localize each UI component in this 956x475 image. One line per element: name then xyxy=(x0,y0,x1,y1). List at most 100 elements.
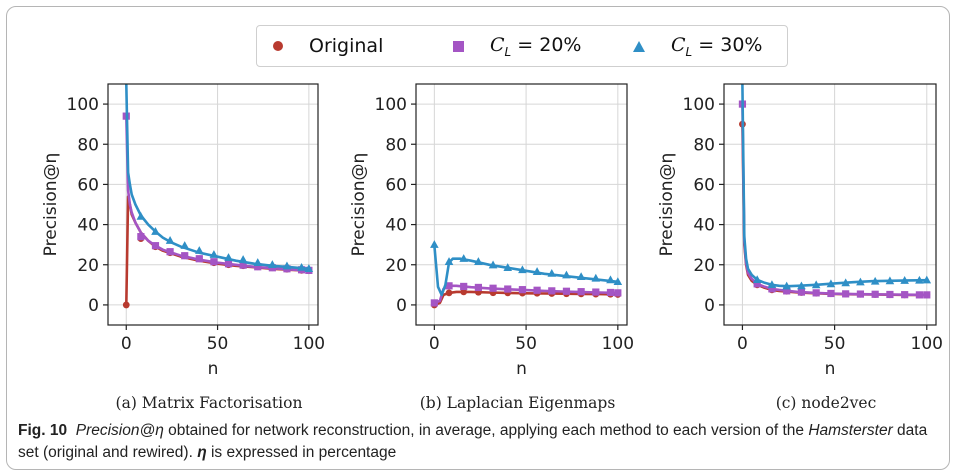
legend-marker-triangle xyxy=(633,40,645,52)
data-point-square xyxy=(753,280,761,288)
caption-dataset: Hamsterster xyxy=(808,422,893,439)
data-point-triangle xyxy=(151,227,160,235)
data-point-triangle xyxy=(752,275,762,284)
y-tick-label: 20 xyxy=(77,256,99,276)
data-point-triangle xyxy=(474,257,483,265)
data-point-square xyxy=(460,282,468,291)
data-point-triangle xyxy=(826,279,836,288)
figure-caption: Fig. 10 Precision@η obtained for network… xyxy=(18,420,938,464)
y-axis-label: Precision@η xyxy=(657,153,677,257)
caption-eta: η xyxy=(197,444,207,461)
x-tick-label: 0 xyxy=(429,334,440,354)
data-point-triangle xyxy=(811,280,821,289)
data-point-triangle xyxy=(444,257,454,265)
axes-frame xyxy=(107,83,319,326)
data-point-square xyxy=(915,291,924,299)
data-point-triangle xyxy=(856,277,865,286)
data-point-circle xyxy=(122,301,130,309)
data-point-square xyxy=(166,248,174,256)
data-point-triangle xyxy=(503,263,513,271)
y-tick-label: 0 xyxy=(704,296,715,316)
data-point-triangle xyxy=(488,260,498,269)
subplot-3: 0 20 40 60 80 100 0 50 100 n Precision@η (c) node2v… xyxy=(657,83,943,412)
x-axis-label: n xyxy=(208,359,219,379)
x-axis-label: n xyxy=(516,359,527,379)
series-group xyxy=(430,240,623,309)
caption-text-1: obtained for network reconstruction, in … xyxy=(163,422,809,439)
data-point-triangle xyxy=(518,265,527,274)
data-point-square xyxy=(430,299,438,307)
series-group xyxy=(122,84,314,309)
data-point-square xyxy=(901,291,909,299)
data-point-triangle xyxy=(547,268,557,277)
y-tick-label: 100 xyxy=(67,95,99,115)
y-tick-label: 0 xyxy=(396,296,407,316)
y-tick-label: 20 xyxy=(693,256,715,276)
data-point-square xyxy=(923,291,931,299)
legend-label-cl30: CL = 30% xyxy=(671,33,763,59)
data-point-triangle xyxy=(304,264,314,272)
data-point-square xyxy=(254,263,262,271)
data-point-square xyxy=(562,287,571,295)
data-point-square xyxy=(797,288,806,296)
data-point-square xyxy=(518,286,527,294)
data-point-square xyxy=(886,290,894,299)
data-point-square xyxy=(783,287,791,295)
data-point-triangle xyxy=(782,281,791,290)
axes-frame xyxy=(415,83,628,326)
data-point-triangle xyxy=(136,211,146,220)
data-point-triangle xyxy=(885,276,895,285)
data-point-square xyxy=(224,260,233,268)
data-point-triangle xyxy=(268,260,277,268)
data-point-triangle xyxy=(841,278,850,287)
data-point-triangle xyxy=(532,267,542,275)
y-tick-label: 60 xyxy=(77,175,99,195)
data-point-triangle xyxy=(297,262,306,271)
legend-item-original: Original xyxy=(273,32,383,60)
figure-number: Fig. 10 xyxy=(18,422,68,439)
data-point-triangle xyxy=(459,254,469,262)
data-point-square xyxy=(137,233,145,241)
data-point-triangle xyxy=(797,281,806,290)
data-point-square xyxy=(614,289,622,297)
data-point-square xyxy=(812,289,820,297)
subplot-1: 0 20 40 60 80 100 0 50 100 n Precision@η (a) Matrix… xyxy=(41,83,325,412)
subplot-title: (c) node2vec xyxy=(776,394,877,412)
data-point-square xyxy=(768,285,776,293)
data-point-triangle xyxy=(562,270,571,279)
y-tick-label: 80 xyxy=(385,135,407,155)
y-axis-label: Precision@η xyxy=(349,153,369,257)
data-point-triangle xyxy=(900,276,909,284)
legend-label-original: Original xyxy=(309,35,384,57)
x-tick-label: 100 xyxy=(293,334,325,354)
data-point-triangle xyxy=(870,276,880,285)
data-point-triangle xyxy=(915,275,924,284)
data-point-square xyxy=(842,290,850,298)
legend-label-cl20: CL = 20% xyxy=(490,33,582,59)
y-tick-label: 100 xyxy=(683,95,715,115)
data-point-triangle xyxy=(922,275,932,284)
subplot-2: 0 20 40 60 80 100 0 50 100 n Precision@η (b) Laplac… xyxy=(349,83,634,412)
data-point-triangle xyxy=(209,250,219,258)
x-tick-label: 50 xyxy=(515,334,537,354)
data-point-triangle xyxy=(430,240,439,248)
y-tick-label: 40 xyxy=(77,216,99,236)
data-point-triangle xyxy=(606,275,615,284)
x-tick-label: 100 xyxy=(911,334,943,354)
data-point-square xyxy=(151,242,160,250)
y-tick-label: 60 xyxy=(385,175,407,195)
y-tick-label: 0 xyxy=(88,296,99,316)
y-tick-label: 60 xyxy=(693,175,715,195)
data-point-square xyxy=(856,290,865,298)
y-tick-label: 40 xyxy=(385,216,407,236)
x-tick-label: 50 xyxy=(207,334,229,354)
data-point-triangle xyxy=(282,261,292,270)
y-tick-label: 40 xyxy=(693,216,715,236)
x-tick-label: 100 xyxy=(602,334,634,354)
y-tick-label: 80 xyxy=(693,135,715,155)
data-point-triangle xyxy=(195,246,204,254)
data-point-square xyxy=(533,286,541,294)
legend-marker-square xyxy=(453,40,464,52)
axes-frame xyxy=(723,83,937,326)
